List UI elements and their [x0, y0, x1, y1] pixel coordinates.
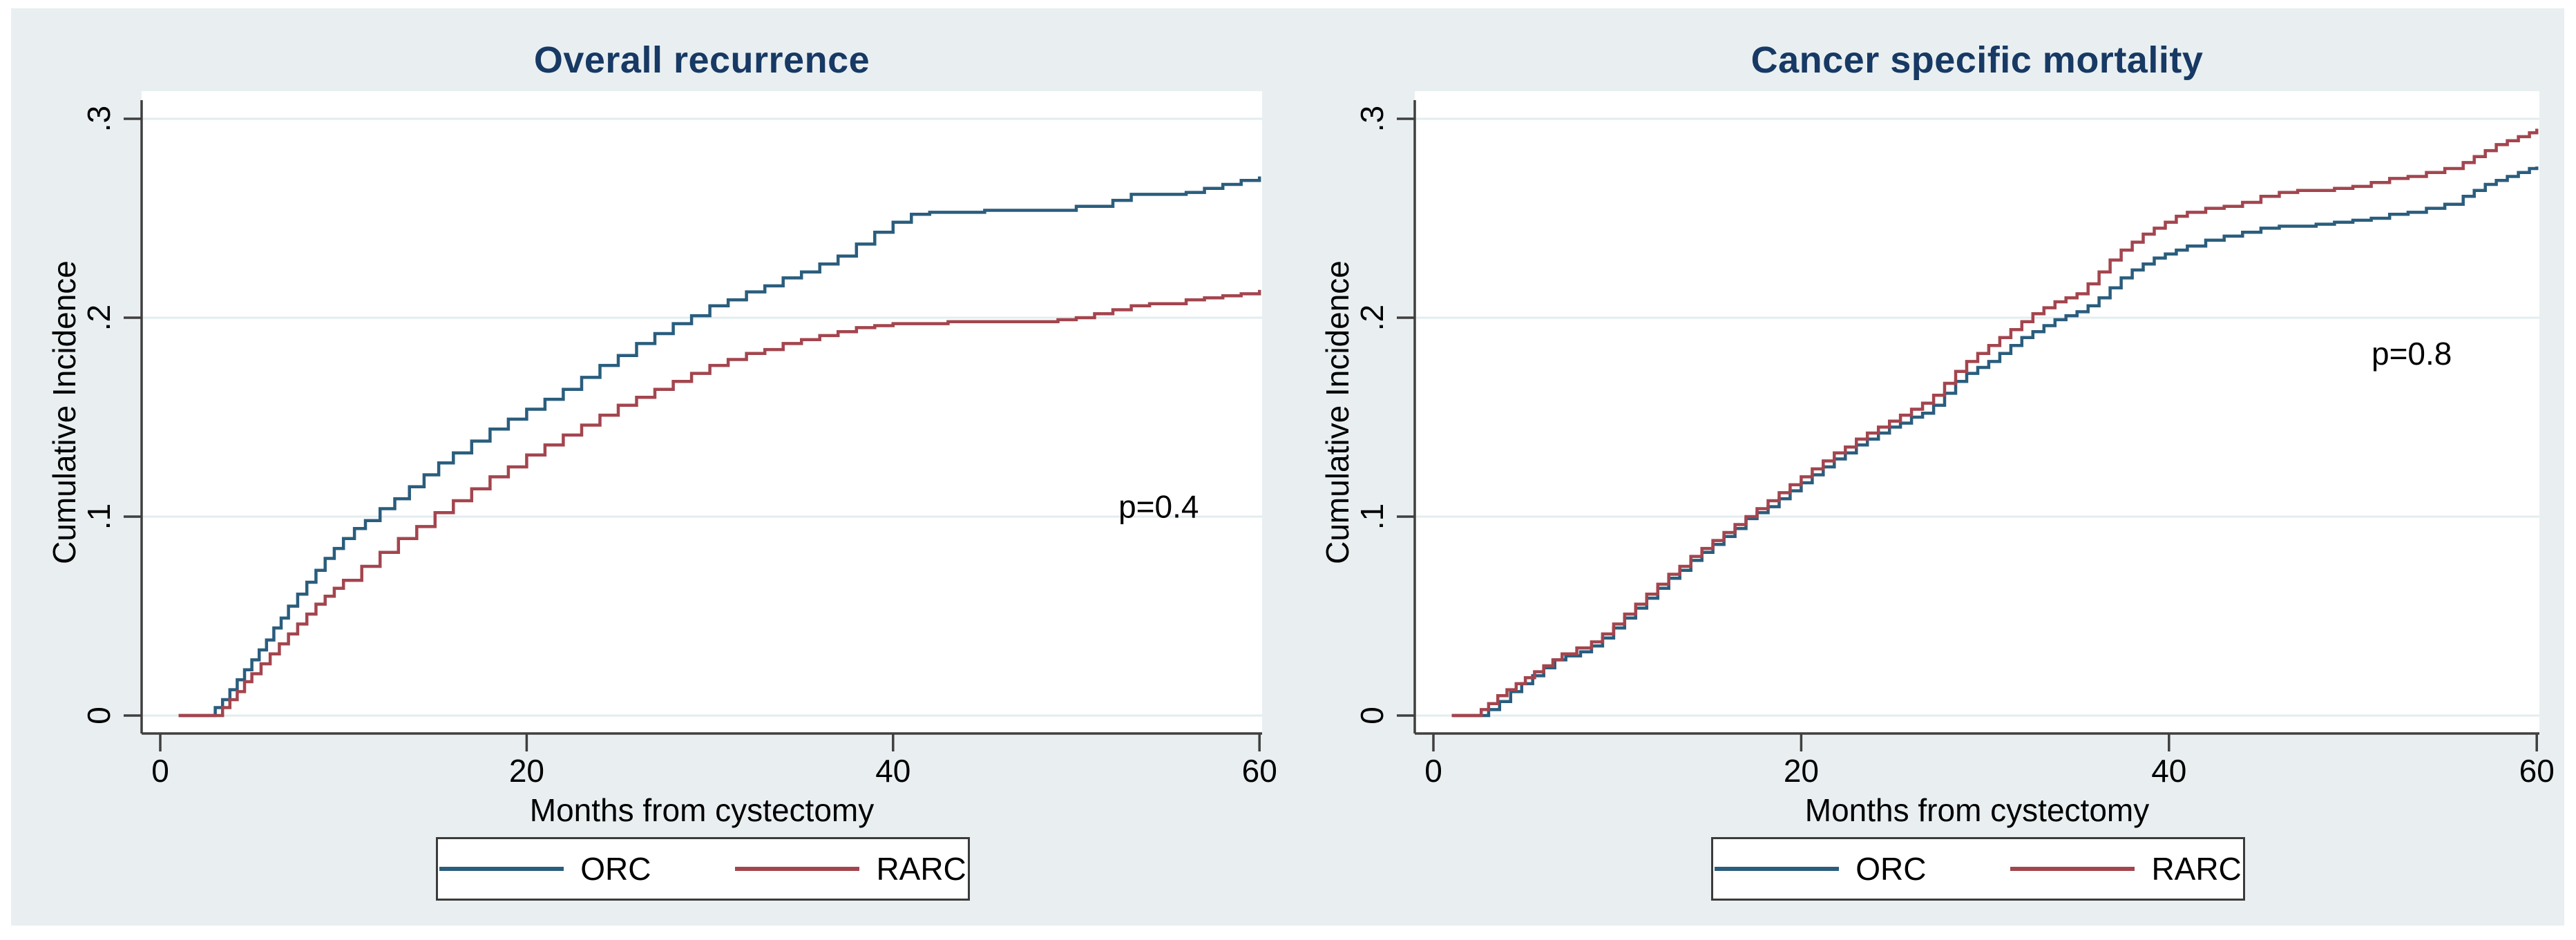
panel-title-overall-recurrence: Overall recurrence	[533, 39, 870, 81]
legend-label-orc: ORC	[580, 851, 651, 887]
legend-left: ORC RARC	[436, 837, 970, 901]
legend-label-orc: ORC	[1855, 851, 1927, 887]
x-tick-label: 20	[509, 753, 544, 789]
plot-area	[1415, 91, 2539, 733]
legend-label-rarc: RARC	[876, 851, 966, 887]
x-tick-label: 0	[151, 753, 169, 789]
x-tick-label: 0	[1424, 753, 1442, 789]
y-tick-label: .2	[1354, 305, 1390, 331]
series-line-orc	[178, 176, 1261, 718]
x-tick-label: 60	[2519, 753, 2555, 789]
legend-right: ORC RARC	[1711, 837, 2245, 901]
p-value-annotation: p=0.4	[1118, 489, 1199, 525]
y-tick-label: .3	[1354, 106, 1390, 132]
legend-line-rarc	[735, 867, 860, 871]
x-tick-label: 60	[1242, 753, 1277, 789]
legend-line-rarc	[2010, 867, 2135, 871]
x-tick-label: 40	[875, 753, 910, 789]
series-line-rarc	[1451, 128, 2539, 718]
y-tick-label: .1	[1354, 503, 1390, 530]
p-value-annotation: p=0.8	[2372, 336, 2452, 372]
legend-line-orc	[1715, 867, 1840, 871]
x-axis-title-right: Months from cystectomy	[1804, 792, 2150, 828]
plot-area	[142, 91, 1262, 733]
series-line-rarc	[178, 289, 1261, 718]
y-tick-label: .2	[81, 305, 117, 331]
legend-label-rarc: RARC	[2151, 851, 2242, 887]
x-tick-label: 20	[1784, 753, 1819, 789]
legend-line-orc	[439, 867, 564, 871]
x-axis-title-left: Months from cystectomy	[529, 792, 875, 828]
x-tick-label: 40	[2151, 753, 2186, 789]
panel-title-cancer-specific-mortality: Cancer specific mortality	[1750, 39, 2204, 81]
y-axis-title-right: Cumulative Incidence	[1319, 260, 1355, 564]
y-axis-title-left: Cumulative Incidence	[46, 260, 82, 564]
y-tick-label: .3	[81, 106, 117, 132]
y-tick-label: .1	[81, 503, 117, 530]
y-tick-label: 0	[81, 707, 117, 725]
y-tick-label: 0	[1354, 707, 1390, 725]
